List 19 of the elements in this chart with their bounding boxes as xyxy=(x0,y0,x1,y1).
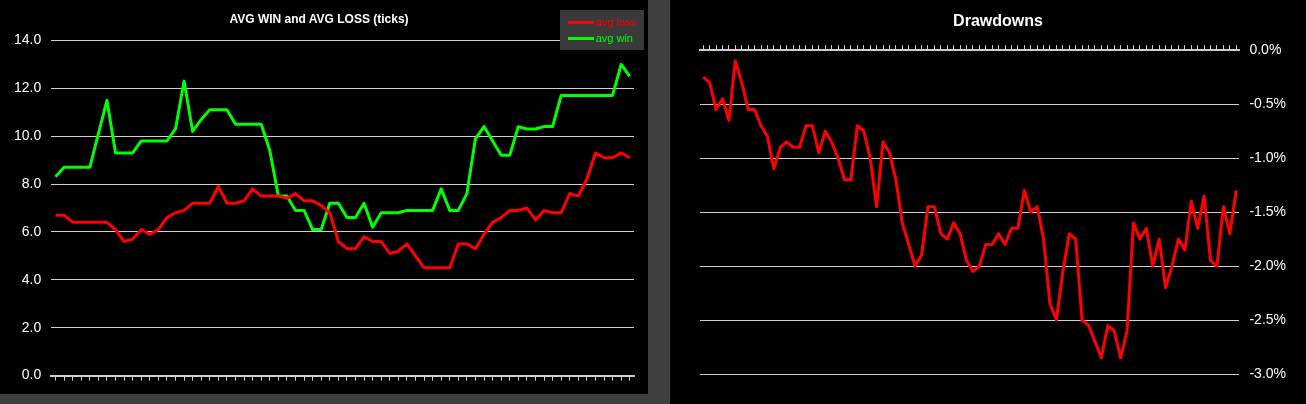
y-tick-label: -1.0% xyxy=(1249,148,1287,165)
y-tick-label: -2.5% xyxy=(1249,310,1287,327)
y-tick-label: -3.0% xyxy=(1249,364,1287,381)
legend-label: avg win xyxy=(595,32,633,44)
legend-label: avg loss xyxy=(595,16,636,28)
y-tick-label: 14.0 xyxy=(14,31,42,48)
y-tick-label: 4.0 xyxy=(21,270,42,287)
y-tick-label: 12.0 xyxy=(14,79,42,96)
y-tick-label: 2.0 xyxy=(21,318,42,335)
y-tick-label: -0.5% xyxy=(1249,95,1287,112)
y-tick-label: 0.0 xyxy=(21,366,42,383)
y-tick-label: 10.0 xyxy=(14,127,42,144)
chart-title: Drawdowns xyxy=(953,12,1043,30)
y-tick-label: 0.0% xyxy=(1249,41,1282,58)
y-tick-label: -1.5% xyxy=(1249,202,1287,219)
y-tick-label: -2.0% xyxy=(1249,256,1287,273)
y-tick-label: 6.0 xyxy=(21,222,42,239)
chart-title: AVG WIN and AVG LOSS (ticks) xyxy=(229,11,409,26)
y-tick-label: 8.0 xyxy=(21,174,42,191)
